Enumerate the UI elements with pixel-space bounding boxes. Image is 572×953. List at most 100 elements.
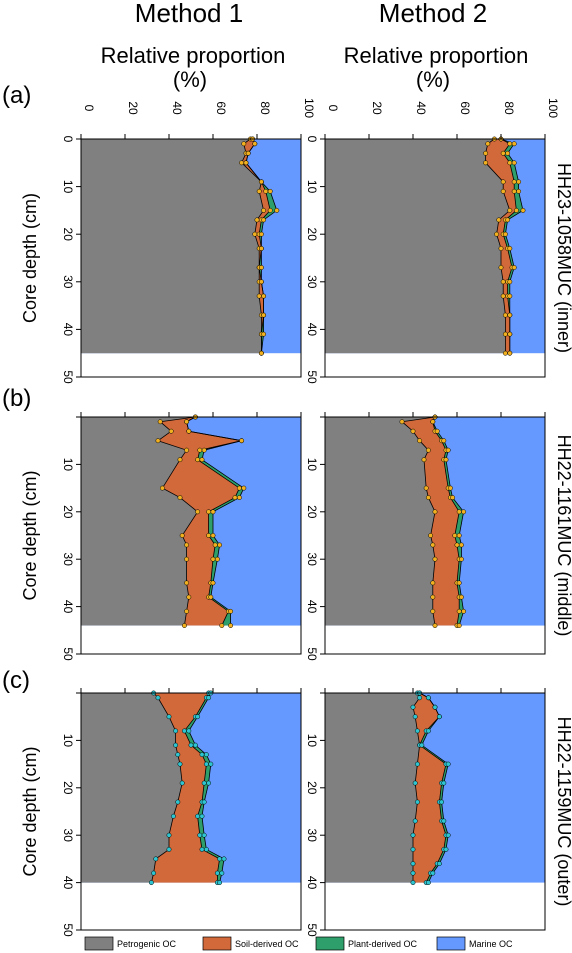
soil-point [267,207,273,213]
plant-point [425,880,431,886]
soil-derived-oc-area [241,139,271,354]
soil-point [454,542,460,548]
petrogenic-point [155,438,161,444]
petrogenic-point [500,179,506,185]
plant-boundary-line [245,138,278,354]
soil-point [232,495,238,501]
plant-point [210,533,216,538]
plant-point [458,556,464,562]
plot-frame [324,416,546,655]
petrogenic-point [428,533,434,538]
y-tick-label: 40 [305,323,319,337]
petrogenic-point [399,419,405,425]
soil-point [199,752,205,758]
plant-point [430,870,436,876]
plant-point [267,188,273,194]
x-tick-label: 0 [326,105,340,112]
legend-swatch-1 [84,936,114,951]
petrogenic-point [483,160,489,166]
plant-point [430,419,436,425]
petrogenic-point [430,608,436,614]
panel-3-method-1: 10 20 30 40 50 [61,688,302,937]
plant-point [206,695,212,701]
legend-label-2: Soil-derived OC [235,939,299,949]
plant-point [456,580,462,586]
plant-point [245,150,251,156]
x-tick-label: 20 [126,101,140,115]
plant-point [195,714,201,720]
soil-point [511,179,517,185]
axis-title-line1-method-2: Relative proportion [344,43,529,68]
panel-letter-2: (b) [2,385,31,412]
panel-row-3: (c) Core depth (cm) HH22-1159MUC (outer) 10… [2,667,572,937]
soil-point [507,141,513,147]
plant-point [432,704,438,710]
y-tick-label: 50 [305,370,319,384]
plant-point [258,265,264,270]
petrogenic-point [494,231,500,237]
petrogenic-boundary-line [157,416,199,626]
legend-swatch-2 [202,936,232,951]
y-tick-label: 20 [305,781,319,795]
petrogenic-point [423,485,429,491]
plant-point [210,580,216,586]
petrogenic-point [502,312,508,318]
plant-point [511,141,517,147]
plant-point [443,846,449,852]
plant-derived-oc-area [184,693,224,883]
plant-point [461,608,467,614]
plot-frame [324,692,546,931]
plant-derived-oc-area [419,693,449,883]
soil-point [456,608,462,614]
plant-point [505,150,511,156]
petrogenic-point [256,293,262,299]
petrogenic-point [155,695,161,701]
plant-point [445,832,451,838]
plot-frame [80,416,302,655]
y-tick-label: 30 [305,829,319,843]
column-title-method-1: Method 1 [135,0,243,28]
plant-point [274,207,280,213]
core-label-3: HH22-1159MUC (outer) [554,717,572,907]
plant-point [192,742,198,748]
petrogenic-point [432,623,438,629]
petrogenic-point [239,160,245,166]
y-tick-label: 30 [61,829,75,843]
petrogenic-point [417,695,423,701]
plant-point [217,880,223,886]
panel-row-2: (b) Core depth (cm) HH22-1161MUC (middle) 1… [2,385,572,661]
y-tick-label: 20 [61,228,75,242]
petrogenic-point [186,594,192,600]
petrogenic-point [414,761,420,767]
soil-point [206,533,212,538]
y-tick-label: 40 [61,876,75,890]
plant-point [445,761,451,767]
petrogenic-point [261,207,267,213]
petrogenic-oc-area [81,693,183,883]
soil-boundary-line [432,416,460,626]
soil-point [219,623,225,629]
petrogenic-point [184,447,190,453]
petrogenic-point [500,293,506,299]
petrogenic-point [151,870,157,876]
plant-point [236,495,242,501]
soil-point [197,447,203,453]
petrogenic-point [175,799,181,805]
y-tick-label: 40 [305,876,319,890]
soil-point [203,761,209,767]
column-title-method-2: Method 2 [379,0,487,28]
core-label-1: HH23-1058MUC (inner) [554,163,572,353]
soil-point [188,742,194,748]
plant-point [186,728,192,734]
petrogenic-point [173,742,179,748]
soil-point [212,542,218,548]
petrogenic-point [432,556,438,562]
petrogenic-point [166,832,172,838]
y-tick-label: 10 [61,458,75,472]
soil-point [210,556,216,562]
plant-point [241,485,247,491]
y-tick-label: 0 [305,136,319,143]
petrogenic-point [507,207,513,213]
petrogenic-point [241,141,247,147]
